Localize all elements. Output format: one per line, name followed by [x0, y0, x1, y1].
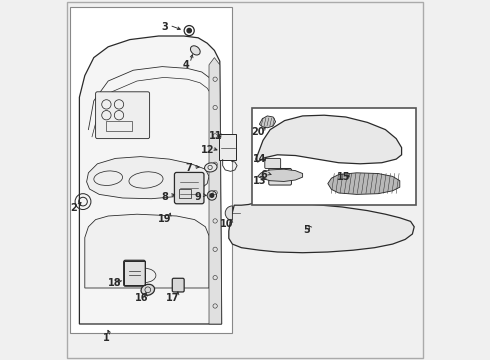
Polygon shape — [79, 36, 221, 324]
Text: 16: 16 — [135, 293, 148, 303]
Ellipse shape — [141, 284, 154, 295]
Polygon shape — [256, 115, 402, 164]
Bar — [71, 7, 232, 333]
Text: 11: 11 — [209, 131, 222, 141]
Text: 10: 10 — [220, 219, 234, 229]
FancyBboxPatch shape — [269, 168, 292, 185]
Text: 15: 15 — [337, 172, 351, 182]
Text: 3: 3 — [162, 22, 169, 32]
Text: 6: 6 — [260, 170, 267, 180]
Text: 8: 8 — [161, 192, 168, 202]
Text: 20: 20 — [251, 127, 265, 138]
FancyBboxPatch shape — [220, 134, 236, 160]
Polygon shape — [258, 169, 303, 181]
Text: 5: 5 — [303, 225, 310, 235]
Bar — [124, 261, 145, 285]
FancyBboxPatch shape — [123, 260, 145, 286]
Polygon shape — [87, 157, 209, 199]
FancyBboxPatch shape — [174, 172, 204, 204]
Text: 17: 17 — [166, 293, 180, 303]
Text: 9: 9 — [195, 192, 201, 202]
Polygon shape — [328, 173, 400, 194]
FancyBboxPatch shape — [96, 92, 149, 139]
FancyBboxPatch shape — [265, 158, 281, 168]
Text: 4: 4 — [182, 60, 189, 70]
Text: 18: 18 — [108, 278, 122, 288]
Text: 2: 2 — [71, 203, 77, 213]
Ellipse shape — [191, 46, 200, 55]
Text: 12: 12 — [200, 145, 214, 155]
Text: 13: 13 — [253, 176, 266, 186]
Polygon shape — [229, 202, 414, 253]
Text: 1: 1 — [103, 333, 110, 343]
Bar — [106, 121, 132, 131]
Text: 14: 14 — [253, 154, 267, 164]
Bar — [252, 108, 416, 205]
Wedge shape — [225, 206, 232, 220]
Text: 19: 19 — [158, 213, 172, 224]
FancyBboxPatch shape — [172, 278, 184, 292]
Circle shape — [187, 28, 192, 33]
Polygon shape — [259, 116, 275, 128]
Polygon shape — [209, 58, 221, 324]
Text: 7: 7 — [185, 163, 192, 174]
Circle shape — [210, 194, 214, 197]
Polygon shape — [85, 214, 209, 288]
Ellipse shape — [204, 163, 217, 172]
